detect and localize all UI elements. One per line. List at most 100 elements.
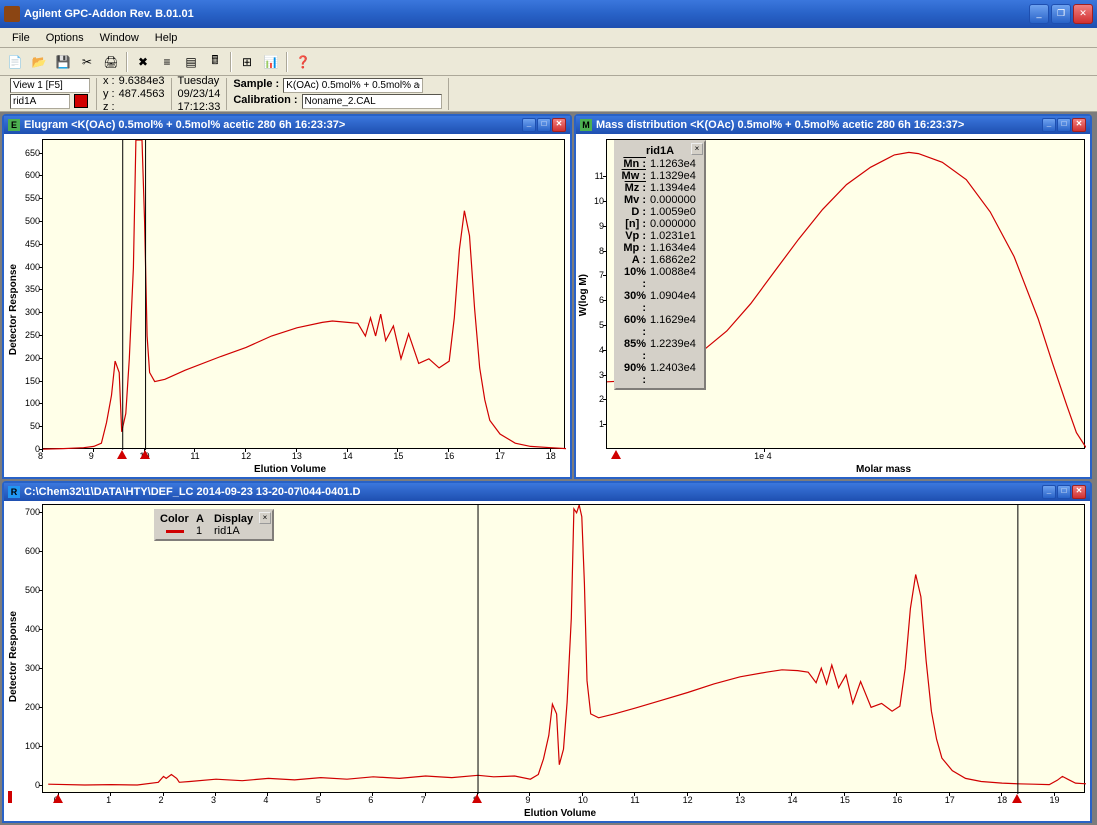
raw-minimize-button[interactable]: _	[1042, 485, 1056, 499]
marker-icon[interactable]	[53, 794, 63, 803]
legend-panel[interactable]: × Color A Display 1 rid1A	[154, 509, 274, 541]
x-tick: 18	[997, 795, 1007, 805]
stats-value: 1.1329e4	[650, 170, 700, 182]
menu-options[interactable]: Options	[38, 30, 92, 46]
x-tick: 4	[263, 795, 268, 805]
view-input[interactable]	[10, 78, 90, 93]
menu-window[interactable]: Window	[92, 30, 147, 46]
elugram-y-label: Detector Response	[8, 264, 19, 355]
mass-maximize-button[interactable]: □	[1057, 118, 1071, 132]
calib-label: Calibration :	[233, 94, 297, 109]
marker-icon[interactable]	[472, 794, 482, 803]
marker-icon[interactable]	[611, 450, 621, 459]
y-tick: 300	[25, 663, 40, 673]
marker-icon[interactable]	[140, 450, 150, 459]
sample-name-input[interactable]	[10, 94, 70, 109]
tb-save-icon[interactable]: 💾	[52, 51, 74, 73]
mass-minimize-button[interactable]: _	[1042, 118, 1056, 132]
elugram-chart[interactable]: Detector Response Elution Volume 0501001…	[4, 134, 570, 477]
menubar: File Options Window Help	[0, 28, 1097, 48]
y-tick: 650	[25, 148, 40, 158]
mass-close-button[interactable]: ✕	[1072, 118, 1086, 132]
stats-label: Mp :	[620, 242, 650, 254]
elugram-minimize-button[interactable]: _	[522, 118, 536, 132]
x-tick: 1e 4	[754, 451, 772, 461]
stats-label: 10% :	[620, 266, 650, 290]
y-tick: 500	[25, 585, 40, 595]
elugram-close-button[interactable]: ✕	[552, 118, 566, 132]
mass-x-label: Molar mass	[856, 464, 911, 475]
stats-value: 0.000000	[650, 194, 700, 206]
stats-panel[interactable]: × rid1A Mn :1.1263e4Mw :1.1329e4Mz :1.13…	[614, 140, 706, 390]
mass-chart[interactable]: W(log M) Molar mass × rid1A Mn :1.1263e4…	[576, 134, 1090, 477]
legend-swatch	[166, 530, 184, 533]
raw-close-button[interactable]: ✕	[1072, 485, 1086, 499]
stats-value: 1.1263e4	[650, 158, 700, 170]
raw-icon: R	[8, 486, 20, 498]
restore-button[interactable]: ❐	[1051, 4, 1071, 24]
raw-window: R C:\Chem32\1\DATA\HTY\DEF_LC 2014-09-23…	[2, 481, 1092, 823]
marker-icon[interactable]	[117, 450, 127, 459]
mass-title: Mass distribution <K(OAc) 0.5mol% + 0.5m…	[596, 119, 1042, 131]
tb-chart-icon[interactable]: 📊	[260, 51, 282, 73]
raw-chart[interactable]: K(OAc) 0.5mol% + 0.5 Detector Response E…	[4, 501, 1090, 821]
tb-delete-icon[interactable]: ✖	[132, 51, 154, 73]
y-tick: 200	[25, 702, 40, 712]
tb-new-icon[interactable]: 📄	[4, 51, 26, 73]
elugram-maximize-button[interactable]: □	[537, 118, 551, 132]
y-tick: 350	[25, 284, 40, 294]
menu-file[interactable]: File	[4, 30, 38, 46]
x-tick: 13	[735, 795, 745, 805]
legend-close-button[interactable]: ×	[259, 512, 271, 524]
y-tick: 700	[25, 507, 40, 517]
stats-label: D :	[620, 206, 650, 218]
tb-alldata-icon[interactable]: ≡	[156, 51, 178, 73]
stats-value: 1.0904e4	[650, 290, 700, 314]
raw-maximize-button[interactable]: □	[1057, 485, 1071, 499]
y-tick: 300	[25, 307, 40, 317]
marker-icon[interactable]	[1012, 794, 1022, 803]
mass-icon: M	[580, 119, 592, 131]
infobar: x :9.6384e3 y :487.4563 z : Tuesday 09/2…	[0, 76, 1097, 112]
tb-overlay-icon[interactable]: ▤	[180, 51, 202, 73]
stats-close-button[interactable]: ×	[691, 143, 703, 155]
minimize-button[interactable]: _	[1029, 4, 1049, 24]
stats-label: [n] :	[620, 218, 650, 230]
y-tick: 250	[25, 330, 40, 340]
info-day: Tuesday	[178, 75, 221, 87]
color-swatch[interactable]	[74, 94, 88, 108]
tb-windows-icon[interactable]: ⊞	[236, 51, 258, 73]
x-tick: 5	[316, 795, 321, 805]
sample-value-input[interactable]	[283, 78, 423, 93]
x-tick: 3	[211, 795, 216, 805]
y-tick: 200	[25, 353, 40, 363]
tb-help-icon[interactable]: ❓	[292, 51, 314, 73]
tb-print-icon[interactable]: 🖨	[100, 51, 122, 73]
x-tick: 18	[546, 451, 556, 461]
x-tick: 9	[525, 795, 530, 805]
tb-calc-icon[interactable]: 🖩	[204, 51, 226, 73]
stats-label: 30% :	[620, 290, 650, 314]
stats-value: 1.0231e1	[650, 230, 700, 242]
y-tick: 400	[25, 624, 40, 634]
raw-indicator-icon	[8, 791, 12, 803]
calib-value-input[interactable]	[302, 94, 442, 109]
x-tick: 11	[630, 795, 639, 805]
app-icon	[4, 6, 20, 22]
sample-label: Sample :	[233, 78, 279, 93]
raw-y-label: Detector Response	[8, 611, 19, 702]
stats-value: 1.0088e4	[650, 266, 700, 290]
x-tick: 11	[190, 451, 199, 461]
tb-open-icon[interactable]: 📂	[28, 51, 50, 73]
tb-cut-icon[interactable]: ✂	[76, 51, 98, 73]
x-tick: 10	[578, 795, 588, 805]
x-tick: 1	[106, 795, 111, 805]
stats-label: A :	[620, 254, 650, 266]
x-tick: 19	[1050, 795, 1060, 805]
info-time: 17:12:33	[178, 101, 221, 113]
stats-label: 85% :	[620, 338, 650, 362]
stats-value: 0.000000	[650, 218, 700, 230]
menu-help[interactable]: Help	[147, 30, 186, 46]
close-button[interactable]: ✕	[1073, 4, 1093, 24]
x-tick: 16	[444, 451, 454, 461]
